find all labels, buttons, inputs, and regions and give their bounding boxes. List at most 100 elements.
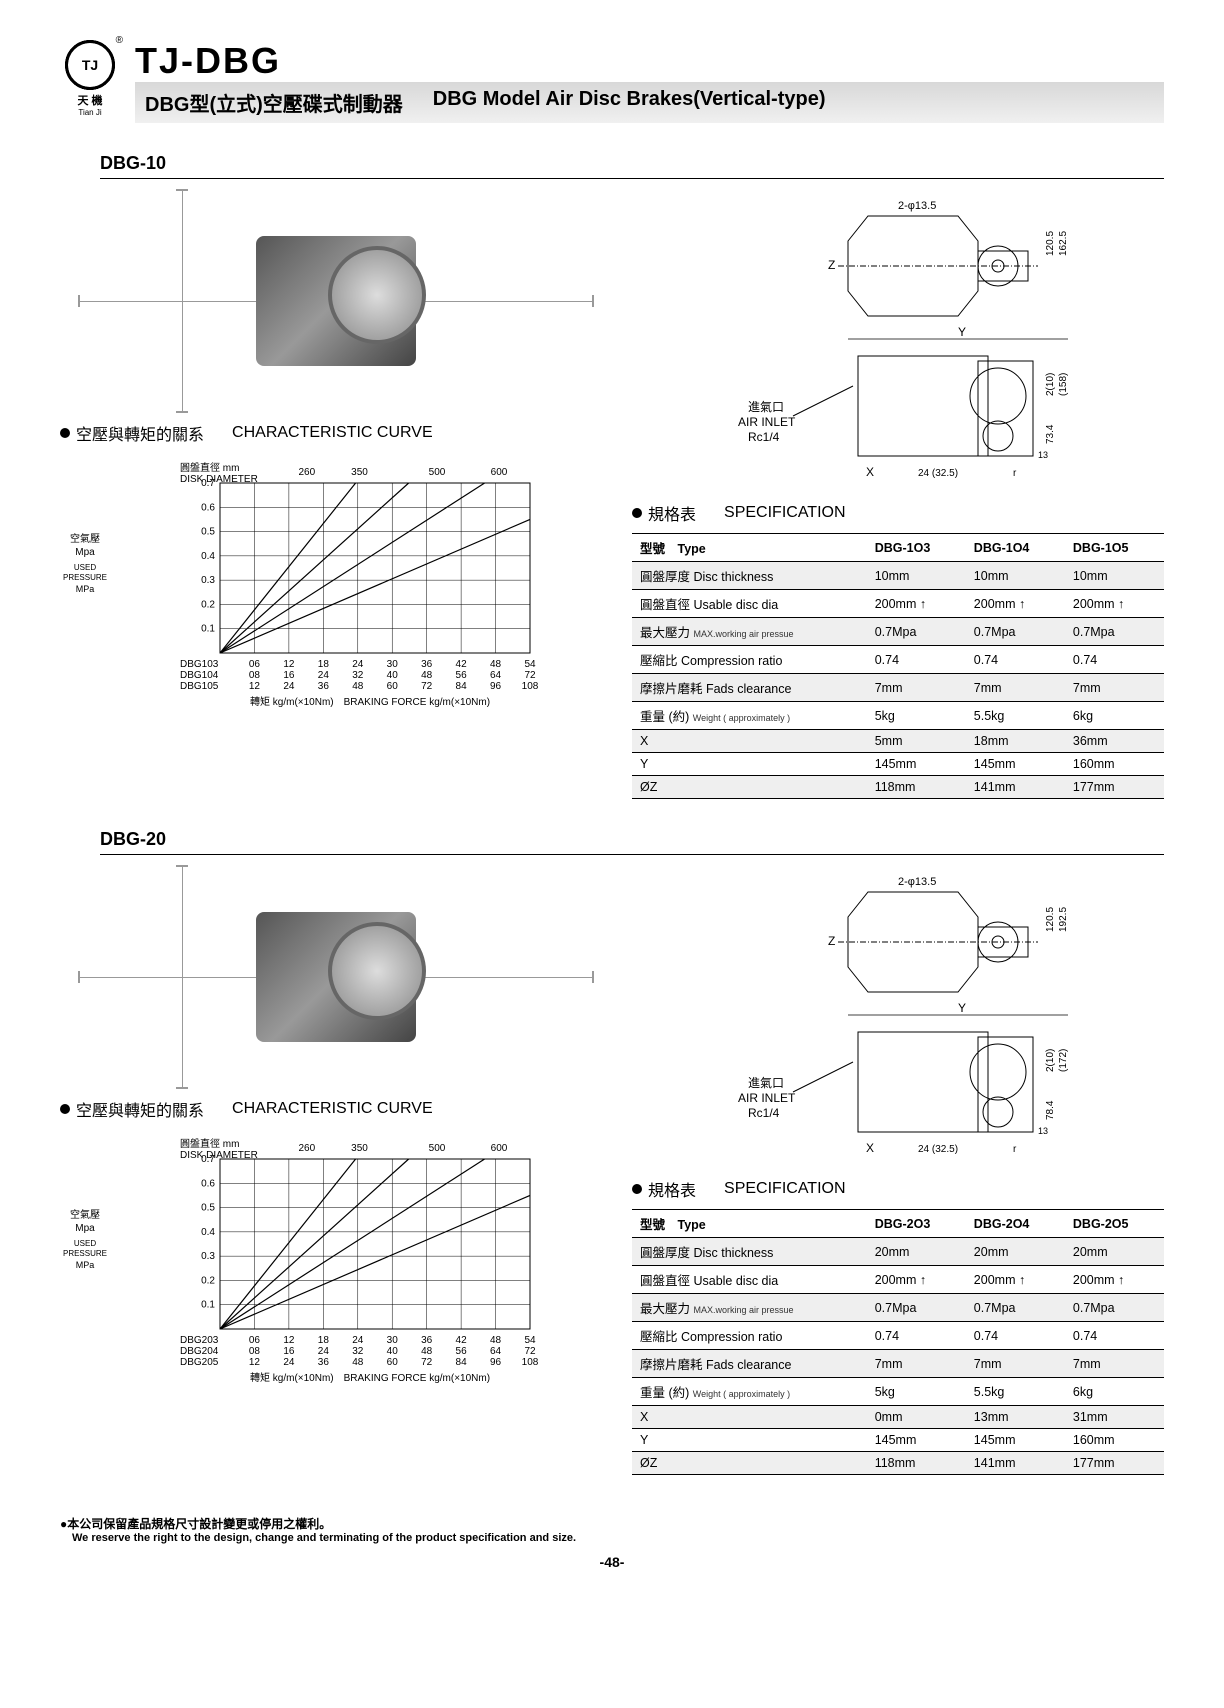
page-number: -48- [60, 1554, 1164, 1570]
spec-row: 最大壓力 MAX.working air pressue0.7Mpa0.7Mpa… [632, 1294, 1164, 1322]
svg-text:40: 40 [387, 670, 399, 681]
subtitle-bar: DBG型(立式)空壓碟式制動器 DBG Model Air Disc Brake… [135, 82, 1164, 123]
svg-text:DBG104: DBG104 [180, 670, 219, 681]
svg-text:13: 13 [1038, 450, 1048, 460]
svg-text:轉矩 kg/m(×10Nm) BRAKING FORCE k: 轉矩 kg/m(×10Nm) BRAKING FORCE kg/m(×10Nm) [250, 695, 490, 708]
footer: ●本公司保留產品規格尺寸設計變更或停用之權利。 We reserve the r… [60, 1515, 1164, 1570]
spec-row: 壓縮比 Compression ratio0.740.740.74 [632, 646, 1164, 674]
svg-text:Y: Y [958, 325, 966, 339]
svg-text:0.3: 0.3 [201, 1251, 215, 1262]
svg-text:0.2: 0.2 [201, 1275, 215, 1286]
svg-text:64: 64 [490, 1346, 502, 1357]
svg-text:48: 48 [352, 681, 364, 692]
spec-row: 壓縮比 Compression ratio0.740.740.74 [632, 1322, 1164, 1350]
title-block: TJ-DBG DBG型(立式)空壓碟式制動器 DBG Model Air Dis… [135, 40, 1164, 123]
model-header: DBG-10 [100, 153, 1164, 179]
svg-text:X: X [866, 465, 874, 479]
logo-gear-icon: TJ [65, 40, 115, 90]
spec-row: 摩擦片磨耗 Fads clearance7mm7mm7mm [632, 674, 1164, 702]
svg-text:600: 600 [491, 467, 508, 478]
svg-text:DBG105: DBG105 [180, 681, 219, 692]
svg-text:54: 54 [524, 659, 536, 670]
svg-text:32: 32 [352, 1346, 364, 1357]
svg-text:56: 56 [456, 1346, 468, 1357]
svg-text:64: 64 [490, 670, 502, 681]
svg-text:500: 500 [429, 1143, 446, 1154]
y-axis-label: 空氣壓Mpa USED PRESSURE MPa [60, 1129, 110, 1389]
photo-placeholder-icon [256, 912, 416, 1042]
svg-text:0.6: 0.6 [201, 1178, 215, 1189]
svg-text:Z: Z [828, 934, 835, 948]
spec-row: 重量 (約) Weight ( approximately )5kg5.5kg6… [632, 702, 1164, 730]
svg-text:X: X [866, 1141, 874, 1155]
svg-text:0.5: 0.5 [201, 1203, 215, 1214]
spec-heading: 規格表 SPECIFICATION [632, 501, 1164, 525]
svg-text:24: 24 [352, 659, 364, 670]
svg-text:2-φ13.5: 2-φ13.5 [898, 876, 936, 888]
characteristic-chart: 圓盤直徑 mmDISK DIAMETER2603505006000.10.20.… [120, 453, 540, 713]
product-photo [80, 191, 592, 411]
spec-row: X 5mm18mm36mm [632, 730, 1164, 753]
characteristic-chart: 圓盤直徑 mmDISK DIAMETER2603505006000.10.20.… [120, 1129, 540, 1389]
trademark: ® [116, 35, 123, 46]
svg-text:24 (32.5): 24 (32.5) [918, 468, 958, 479]
main-title: TJ-DBG [135, 40, 1164, 82]
svg-text:96: 96 [490, 681, 502, 692]
engineering-drawing: 2-φ13.5Z120.5192.5Y2(10)(172)78.413X24 (… [632, 867, 1164, 1167]
spec-row: Y 145mm145mm160mm [632, 1429, 1164, 1452]
svg-text:圓盤直徑 mm: 圓盤直徑 mm [180, 461, 239, 474]
svg-text:(172): (172) [1058, 1049, 1069, 1072]
spec-table: 型號 TypeDBG-2O3DBG-2O4DBG-2O5圓盤厚度 Disc th… [632, 1209, 1164, 1475]
svg-text:30: 30 [387, 659, 399, 670]
svg-text:16: 16 [283, 670, 295, 681]
bullet-icon [632, 508, 642, 518]
svg-text:260: 260 [298, 467, 315, 478]
svg-text:0.4: 0.4 [201, 551, 215, 562]
model-section-dbg20: DBG-20 空壓與轉矩的關系 CHARACTERISTIC CURVE 空氣壓… [60, 829, 1164, 1475]
svg-text:r: r [1013, 468, 1017, 479]
svg-text:18: 18 [318, 659, 330, 670]
svg-text:轉矩 kg/m(×10Nm) BRAKING FORCE k: 轉矩 kg/m(×10Nm) BRAKING FORCE kg/m(×10Nm) [250, 1371, 490, 1384]
svg-text:DBG203: DBG203 [180, 1335, 219, 1346]
svg-text:32: 32 [352, 670, 364, 681]
svg-text:Rc1/4: Rc1/4 [748, 1106, 780, 1120]
svg-text:24: 24 [283, 1357, 295, 1368]
svg-text:54: 54 [524, 1335, 536, 1346]
svg-text:60: 60 [387, 1357, 399, 1368]
spec-row: 摩擦片磨耗 Fads clearance7mm7mm7mm [632, 1350, 1164, 1378]
header: TJ ® 天 機 Tian Ji TJ-DBG DBG型(立式)空壓碟式制動器 … [60, 40, 1164, 123]
photo-placeholder-icon [256, 236, 416, 366]
svg-text:12: 12 [283, 659, 295, 670]
svg-text:DBG204: DBG204 [180, 1346, 219, 1357]
svg-text:06: 06 [249, 1335, 261, 1346]
svg-text:0.6: 0.6 [201, 502, 215, 513]
svg-text:350: 350 [351, 1143, 368, 1154]
svg-text:Z: Z [828, 258, 835, 272]
svg-text:500: 500 [429, 467, 446, 478]
svg-text:AIR INLET: AIR INLET [738, 1091, 796, 1105]
svg-text:84: 84 [456, 681, 468, 692]
spec-row: 重量 (約) Weight ( approximately )5kg5.5kg6… [632, 1378, 1164, 1406]
svg-text:48: 48 [352, 1357, 364, 1368]
spec-row: ØZ 118mm141mm177mm [632, 776, 1164, 799]
svg-text:36: 36 [421, 659, 433, 670]
svg-text:36: 36 [421, 1335, 433, 1346]
svg-text:24: 24 [318, 670, 330, 681]
spec-row: X 0mm13mm31mm [632, 1406, 1164, 1429]
svg-text:48: 48 [421, 670, 433, 681]
svg-text:72: 72 [524, 1346, 536, 1357]
svg-text:08: 08 [249, 670, 261, 681]
footer-note-en: We reserve the right to the design, chan… [72, 1532, 1164, 1544]
svg-text:72: 72 [421, 681, 433, 692]
svg-text:(158): (158) [1058, 373, 1069, 396]
logo-text: TJ [82, 57, 98, 73]
svg-text:42: 42 [456, 659, 468, 670]
svg-text:108: 108 [522, 1357, 539, 1368]
logo: TJ ® 天 機 Tian Ji [60, 40, 120, 120]
svg-text:2(10): 2(10) [1045, 1049, 1056, 1072]
engineering-drawing: 2-φ13.5Z120.5162.5Y2(10)(158)73.413X24 (… [632, 191, 1164, 491]
svg-text:0.7: 0.7 [201, 478, 215, 489]
svg-text:Y: Y [958, 1001, 966, 1015]
svg-text:78.4: 78.4 [1045, 1100, 1056, 1120]
chart-heading: 空壓與轉矩的關系 CHARACTERISTIC CURVE [60, 1097, 592, 1121]
